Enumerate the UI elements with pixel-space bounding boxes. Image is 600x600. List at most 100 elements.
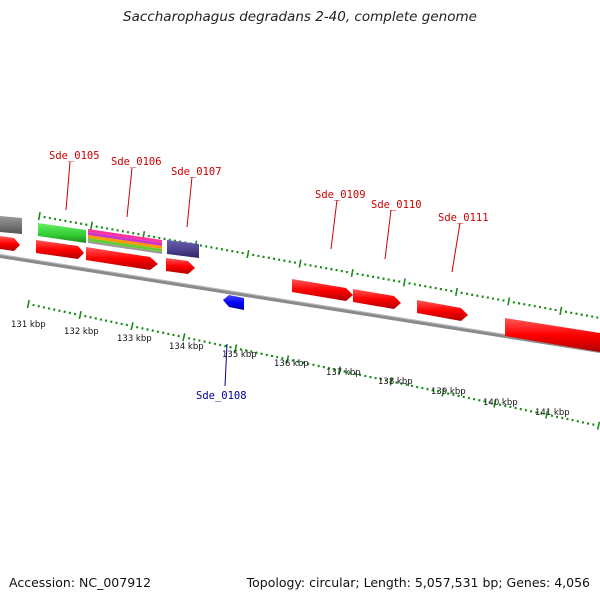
multicolor-feature[interactable] [88,229,162,254]
gene-arrow[interactable] [0,236,20,251]
major-tick [441,388,445,397]
minor-tick [146,328,149,331]
gene-label-sde-0107[interactable]: Sde_0107 [171,166,222,178]
scale-label: 133 kbp [117,334,152,344]
accession-label: Accession: NC_007912 [9,575,152,590]
gene-arrow[interactable] [353,289,401,309]
minor-tick [431,388,434,392]
minor-tick [281,356,284,360]
major-tick [389,377,393,386]
minor-tick [250,350,253,353]
minor-tick [312,363,315,367]
major-tick [26,299,30,309]
gene-arrow[interactable] [166,258,195,274]
minor-tick [89,315,92,319]
major-tick [78,311,82,320]
major-tick [90,221,93,230]
purple-feature[interactable] [167,240,199,258]
feature-track [0,216,199,258]
reverse-label-leader [224,343,228,387]
genome-summary: Topology: circular; Length: 5,057,531 bp… [246,575,590,590]
gene-label-sde-0111[interactable]: Sde_0111 [438,212,489,224]
major-tick [337,366,341,375]
gene-arrow[interactable] [417,300,468,321]
minor-tick [379,377,383,381]
gene-arrow[interactable] [86,247,158,270]
minor-tick [529,409,533,413]
minor-tick [32,303,35,307]
minor-tick [161,331,165,335]
minor-tick [218,343,222,347]
minor-tick [156,330,160,334]
minor-tick [68,311,72,315]
gene-label-sde-0108[interactable]: Sde_0108 [196,390,247,402]
major-tick [285,355,290,364]
scale-label: 135 kbp [222,350,257,360]
major-tick [493,399,497,408]
gene-label-sde-0106[interactable]: Sde_0106 [111,156,162,168]
page-title: Saccharophagus degradans 2-40, complete … [123,9,477,25]
minor-tick [115,321,118,325]
minor-tick [348,371,351,374]
minor-tick [498,403,502,407]
gene-arrow[interactable] [292,279,353,301]
major-tick [130,322,134,331]
genome-backbone [0,254,600,353]
minor-tick [94,317,97,320]
minor-tick [125,323,129,327]
major-tick [559,306,563,315]
reverse-gene-arrow[interactable] [223,295,244,310]
minor-tick [224,344,227,348]
minor-tick [177,334,180,338]
minor-tick [343,370,346,373]
gene-labels: Sde_0105 Sde_0106 Sde_0107 Sde_0109 Sde_… [49,150,489,402]
minor-tick [586,422,590,425]
gene-arrow[interactable] [505,318,600,352]
gene-label-sde-0105[interactable]: Sde_0105 [49,150,100,162]
scale-label: 139 kbp [431,387,466,397]
major-tick [182,333,186,342]
major-tick [596,421,600,430]
major-tick [298,259,302,268]
scale-label: 136 kbp [274,359,309,369]
minor-tick [561,416,564,420]
scale-label: 137 kbp [326,368,361,378]
gene-arrow[interactable] [36,240,84,259]
scale-label: 141 kbp [535,408,570,418]
minor-tick [255,351,258,355]
major-tick [402,278,406,287]
minor-tick [592,423,595,426]
minor-tick [120,322,123,326]
minor-tick [317,364,320,368]
major-tick [37,212,41,221]
minor-tick [307,362,310,366]
minor-tick [193,338,196,341]
scale-label: 138 kbp [378,377,413,387]
forward-genes [0,236,600,352]
minor-tick [84,314,87,318]
minor-tick [187,337,191,340]
gene-label-sde-0109[interactable]: Sde_0109 [315,189,366,201]
scale-labels: 131 kbp 132 kbp 133 kbp 134 kbp 135 kbp … [11,320,570,418]
major-tick [455,287,458,297]
gray-feature[interactable] [0,216,22,234]
scale-label: 131 kbp [11,320,46,330]
minor-tick [400,382,403,385]
minor-tick [535,411,538,414]
green-feature[interactable] [38,223,86,243]
minor-tick [410,384,414,388]
minor-tick [244,349,248,352]
minor-tick [63,310,66,314]
scale-tick-ring [26,299,600,430]
minor-tick [99,318,103,321]
gene-label-sde-0110[interactable]: Sde_0110 [371,199,422,211]
minor-tick [374,376,377,380]
label-leaders [65,161,461,273]
scale-label: 140 kbp [483,398,518,408]
scale-label: 134 kbp [169,342,204,352]
minor-tick [369,375,372,379]
minor-tick [53,308,56,311]
minor-tick [213,342,217,346]
minor-tick [405,383,408,387]
